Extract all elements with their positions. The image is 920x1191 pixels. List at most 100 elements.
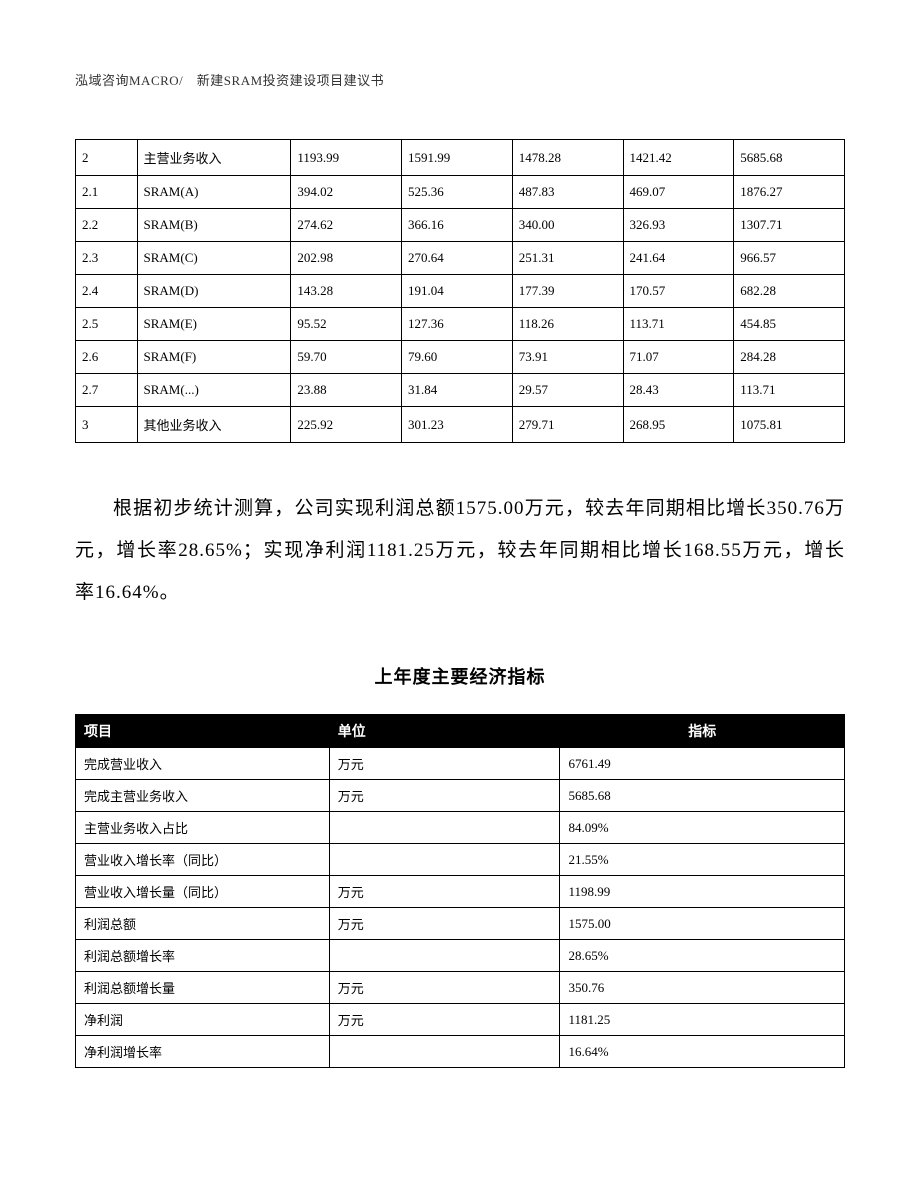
cell-value: 274.62 bbox=[291, 209, 402, 242]
cell-value: 31.84 bbox=[402, 374, 513, 407]
cell-value: 95.52 bbox=[291, 308, 402, 341]
cell-index: 2.7 bbox=[76, 374, 138, 407]
cell-value: 251.31 bbox=[512, 242, 623, 275]
cell-name: 其他业务收入 bbox=[137, 407, 291, 443]
cell-value: 29.57 bbox=[512, 374, 623, 407]
cell-value: 16.64% bbox=[560, 1036, 845, 1068]
cell-name: SRAM(B) bbox=[137, 209, 291, 242]
cell-value: 28.65% bbox=[560, 940, 845, 972]
cell-value: 366.16 bbox=[402, 209, 513, 242]
cell-name: SRAM(C) bbox=[137, 242, 291, 275]
cell-index: 2.4 bbox=[76, 275, 138, 308]
cell-unit: 万元 bbox=[329, 780, 560, 812]
cell-value: 454.85 bbox=[734, 308, 845, 341]
cell-unit: 万元 bbox=[329, 1004, 560, 1036]
page-header: 泓域咨询MACRO/ 新建SRAM投资建设项目建议书 bbox=[75, 70, 845, 89]
cell-index: 2.2 bbox=[76, 209, 138, 242]
table-row: 2.5 SRAM(E) 95.52 127.36 118.26 113.71 4… bbox=[76, 308, 845, 341]
cell-value: 682.28 bbox=[734, 275, 845, 308]
cell-value: 1421.42 bbox=[623, 140, 734, 176]
cell-value: 1181.25 bbox=[560, 1004, 845, 1036]
cell-value: 241.64 bbox=[623, 242, 734, 275]
table-row: 完成主营业务收入 万元 5685.68 bbox=[76, 780, 845, 812]
revenue-breakdown-table: 2 主营业务收入 1193.99 1591.99 1478.28 1421.42… bbox=[75, 139, 845, 443]
table-row: 完成营业收入 万元 6761.49 bbox=[76, 748, 845, 780]
cell-unit: 万元 bbox=[329, 876, 560, 908]
cell-index: 2.6 bbox=[76, 341, 138, 374]
table-row: 净利润 万元 1181.25 bbox=[76, 1004, 845, 1036]
cell-value: 113.71 bbox=[623, 308, 734, 341]
cell-name: 主营业务收入占比 bbox=[76, 812, 330, 844]
table-row: 净利润增长率 16.64% bbox=[76, 1036, 845, 1068]
cell-name: 营业收入增长量（同比） bbox=[76, 876, 330, 908]
cell-name: 主营业务收入 bbox=[137, 140, 291, 176]
cell-value: 170.57 bbox=[623, 275, 734, 308]
table-row: 利润总额 万元 1575.00 bbox=[76, 908, 845, 940]
cell-value: 6761.49 bbox=[560, 748, 845, 780]
cell-value: 5685.68 bbox=[734, 140, 845, 176]
cell-value: 191.04 bbox=[402, 275, 513, 308]
table-row: 2 主营业务收入 1193.99 1591.99 1478.28 1421.42… bbox=[76, 140, 845, 176]
cell-unit: 万元 bbox=[329, 972, 560, 1004]
table-row: 利润总额增长率 28.65% bbox=[76, 940, 845, 972]
table2-title: 上年度主要经济指标 bbox=[75, 663, 845, 689]
cell-value: 202.98 bbox=[291, 242, 402, 275]
table-row: 营业收入增长率（同比） 21.55% bbox=[76, 844, 845, 876]
cell-value: 1591.99 bbox=[402, 140, 513, 176]
cell-value: 279.71 bbox=[512, 407, 623, 443]
table2-head: 项目 单位 指标 bbox=[76, 715, 845, 748]
cell-index: 3 bbox=[76, 407, 138, 443]
cell-value: 23.88 bbox=[291, 374, 402, 407]
table-row: 主营业务收入占比 84.09% bbox=[76, 812, 845, 844]
cell-unit bbox=[329, 940, 560, 972]
table2-body: 完成营业收入 万元 6761.49 完成主营业务收入 万元 5685.68 主营… bbox=[76, 748, 845, 1068]
cell-value: 21.55% bbox=[560, 844, 845, 876]
cell-unit: 万元 bbox=[329, 908, 560, 940]
cell-name: 利润总额 bbox=[76, 908, 330, 940]
cell-value: 394.02 bbox=[291, 176, 402, 209]
cell-value: 1478.28 bbox=[512, 140, 623, 176]
cell-unit bbox=[329, 812, 560, 844]
cell-value: 84.09% bbox=[560, 812, 845, 844]
table-row: 2.1 SRAM(A) 394.02 525.36 487.83 469.07 … bbox=[76, 176, 845, 209]
cell-value: 73.91 bbox=[512, 341, 623, 374]
header-value: 指标 bbox=[560, 715, 845, 748]
cell-index: 2.3 bbox=[76, 242, 138, 275]
table-row: 2.6 SRAM(F) 59.70 79.60 73.91 71.07 284.… bbox=[76, 341, 845, 374]
table-row: 2.2 SRAM(B) 274.62 366.16 340.00 326.93 … bbox=[76, 209, 845, 242]
cell-value: 143.28 bbox=[291, 275, 402, 308]
table-row: 2.7 SRAM(...) 23.88 31.84 29.57 28.43 11… bbox=[76, 374, 845, 407]
cell-value: 1575.00 bbox=[560, 908, 845, 940]
cell-name: SRAM(A) bbox=[137, 176, 291, 209]
cell-value: 1075.81 bbox=[734, 407, 845, 443]
cell-index: 2 bbox=[76, 140, 138, 176]
cell-unit bbox=[329, 844, 560, 876]
cell-index: 2.5 bbox=[76, 308, 138, 341]
cell-value: 225.92 bbox=[291, 407, 402, 443]
cell-value: 340.00 bbox=[512, 209, 623, 242]
cell-value: 525.36 bbox=[402, 176, 513, 209]
cell-value: 177.39 bbox=[512, 275, 623, 308]
cell-value: 79.60 bbox=[402, 341, 513, 374]
cell-value: 118.26 bbox=[512, 308, 623, 341]
cell-name: 净利润增长率 bbox=[76, 1036, 330, 1068]
cell-name: SRAM(F) bbox=[137, 341, 291, 374]
summary-paragraph: 根据初步统计测算，公司实现利润总额1575.00万元，较去年同期相比增长350.… bbox=[75, 488, 845, 613]
cell-unit: 万元 bbox=[329, 748, 560, 780]
table-row: 3 其他业务收入 225.92 301.23 279.71 268.95 107… bbox=[76, 407, 845, 443]
cell-value: 487.83 bbox=[512, 176, 623, 209]
cell-value: 71.07 bbox=[623, 341, 734, 374]
economic-indicators-table: 项目 单位 指标 完成营业收入 万元 6761.49 完成主营业务收入 万元 5… bbox=[75, 714, 845, 1068]
cell-value: 1198.99 bbox=[560, 876, 845, 908]
cell-name: 营业收入增长率（同比） bbox=[76, 844, 330, 876]
table-row: 利润总额增长量 万元 350.76 bbox=[76, 972, 845, 1004]
header-unit: 单位 bbox=[329, 715, 560, 748]
cell-value: 28.43 bbox=[623, 374, 734, 407]
cell-value: 301.23 bbox=[402, 407, 513, 443]
cell-value: 966.57 bbox=[734, 242, 845, 275]
cell-unit bbox=[329, 1036, 560, 1068]
cell-value: 1876.27 bbox=[734, 176, 845, 209]
cell-name: SRAM(D) bbox=[137, 275, 291, 308]
header-name: 项目 bbox=[76, 715, 330, 748]
cell-value: 59.70 bbox=[291, 341, 402, 374]
